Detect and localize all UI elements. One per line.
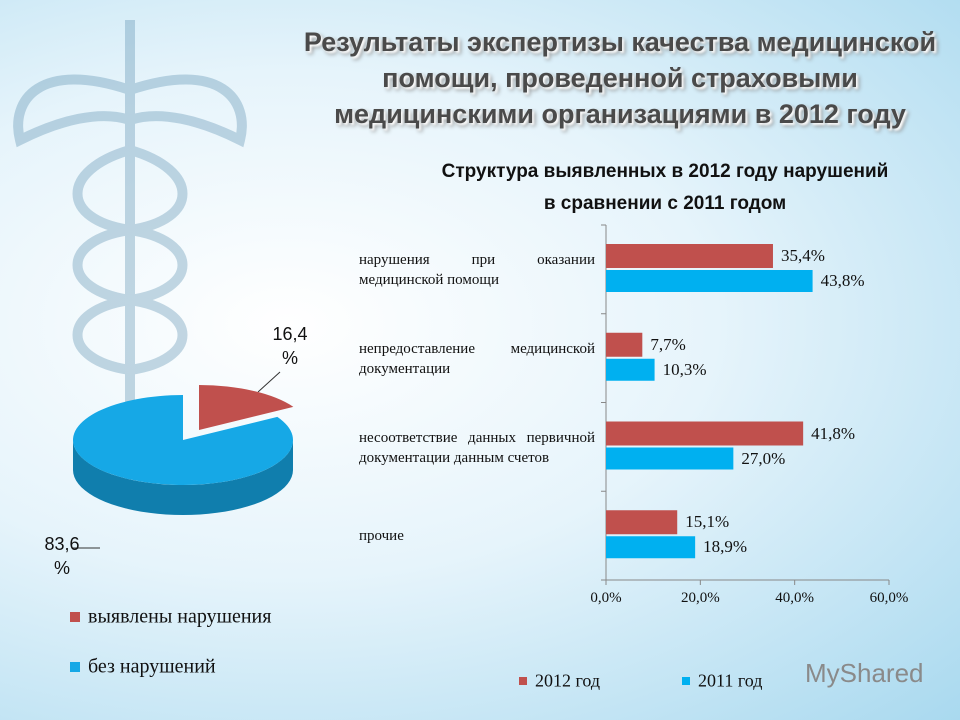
x-tick-label: 20,0% <box>680 590 720 606</box>
legend-label: 2011 год <box>698 670 763 691</box>
x-tick-label: 60,0% <box>869 590 909 606</box>
pie-value-label: 83,6 % <box>44 534 80 578</box>
watermark: MyShared <box>805 658 924 688</box>
bar-value-label: 27,0% <box>741 448 786 468</box>
bar <box>606 510 678 535</box>
bar <box>606 421 804 446</box>
pie-leader <box>257 371 281 393</box>
pie-value-label: 16,4 % <box>272 324 308 368</box>
category-label: нарушения при оказании медицинской помощ… <box>359 252 595 288</box>
legend-swatch <box>519 677 527 685</box>
bar-value-label: 18,9% <box>703 537 748 557</box>
x-tick-label: 40,0% <box>775 590 815 606</box>
bar <box>606 358 655 381</box>
bar-value-label: 35,4% <box>780 246 825 265</box>
legend-swatch <box>682 677 690 685</box>
caduceus-decoration <box>13 20 247 470</box>
bar <box>606 536 696 559</box>
bar-value-label: 43,8% <box>820 271 865 290</box>
chart-title: Структура выявленных в 2012 году нарушен… <box>441 161 889 214</box>
category-label: прочие <box>359 528 404 545</box>
x-tick-label: 0,0% <box>590 590 622 606</box>
category-label: непредоставление медицинской документаци… <box>359 340 595 377</box>
legend-swatch <box>70 662 80 672</box>
pie-slice <box>72 395 293 486</box>
legend-label: 2012 год <box>535 670 601 691</box>
category-label: несоответствие данных первичной документ… <box>359 429 595 466</box>
bar-value-label: 7,7% <box>650 334 686 354</box>
bar-value-label: 41,8% <box>811 423 856 443</box>
bar <box>606 244 773 268</box>
slide-title: Результаты экспертизы качества медицинск… <box>303 27 937 129</box>
legend-label: без нарушений <box>88 655 216 678</box>
pie-slice-side <box>73 440 293 515</box>
bar <box>606 447 734 470</box>
pie-slice <box>199 385 294 430</box>
legend-swatch <box>70 612 80 622</box>
bar <box>606 270 813 292</box>
bar-value-label: 15,1% <box>685 512 730 532</box>
bar <box>606 332 643 357</box>
legend-label: выявлены нарушения <box>88 605 272 628</box>
bar-value-label: 10,3% <box>662 359 707 379</box>
